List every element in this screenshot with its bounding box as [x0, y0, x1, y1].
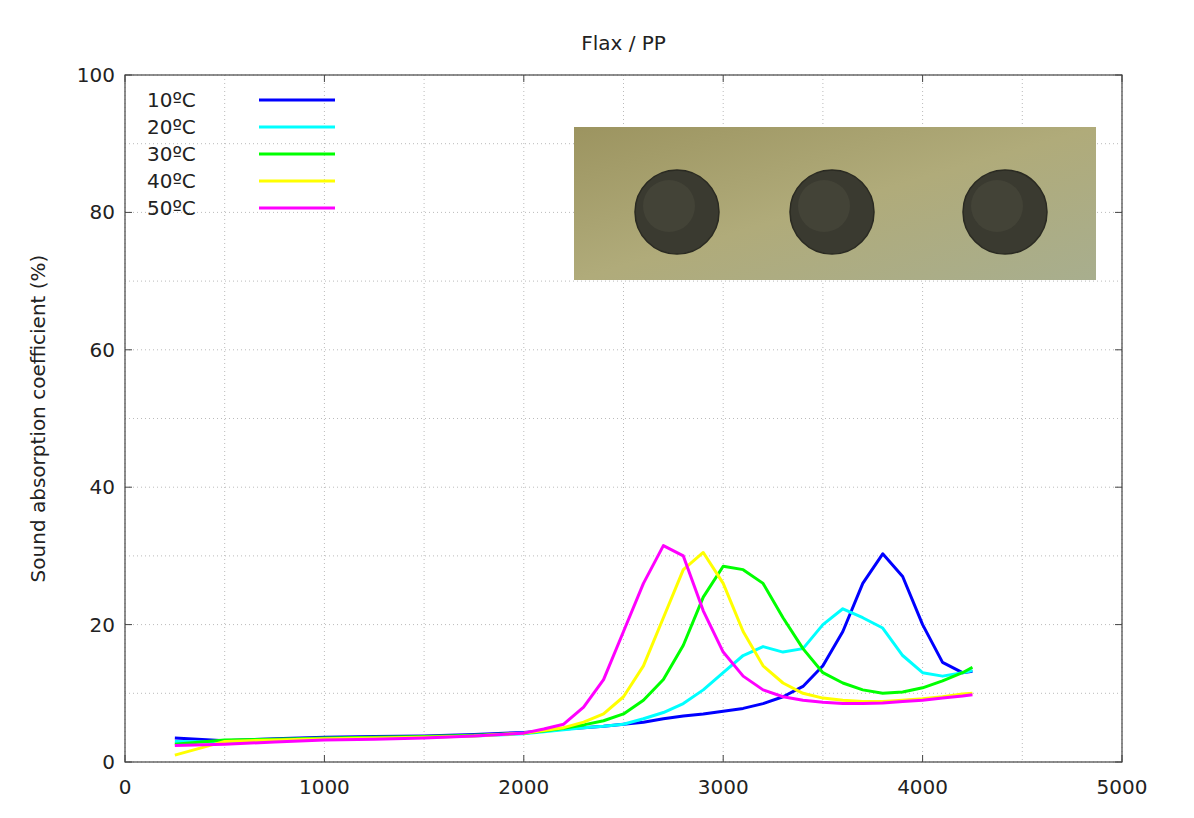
tick-mark [922, 755, 923, 762]
tick-mark [324, 75, 325, 82]
tick-mark [125, 75, 132, 76]
tick-mark [1115, 624, 1122, 625]
tick-mark [1115, 212, 1122, 213]
grid-line [125, 349, 1122, 350]
tick-label: 2000 [498, 775, 549, 799]
sample-disc [963, 170, 1047, 254]
inset-photo [574, 127, 1096, 280]
tick-label: 4000 [897, 775, 948, 799]
legend-swatch [259, 180, 335, 183]
ticks: 0 1000 2000 3000 4000 5000 0 20 40 60 80 100 [77, 63, 1148, 799]
tick-mark [1115, 487, 1122, 488]
tick-mark [1115, 762, 1122, 763]
tick-mark [922, 75, 923, 82]
minor-grid-line [125, 418, 1122, 419]
tick-mark [324, 755, 325, 762]
tick-mark [523, 755, 524, 762]
tick-mark [1115, 75, 1122, 76]
legend-swatch [259, 207, 335, 210]
sample-disc [790, 170, 874, 254]
series-lines [175, 546, 973, 756]
tick-label: 100 [77, 63, 115, 87]
tick-mark [125, 762, 132, 763]
series-line [175, 609, 973, 742]
photo-background [574, 127, 1096, 280]
tick-mark [125, 624, 132, 625]
legend-swatch [259, 99, 335, 102]
tick-mark [125, 212, 132, 213]
tick-label: 5000 [1097, 775, 1148, 799]
series-line [175, 554, 973, 741]
tick-mark [1115, 349, 1122, 350]
minor-grid-line [424, 75, 425, 762]
tick-mark [125, 755, 126, 762]
legend-swatch [259, 153, 335, 156]
tick-label: 40 [90, 475, 115, 499]
legend-swatch [259, 126, 335, 129]
legend-label: 10ºC [147, 88, 196, 112]
disc-texture [643, 180, 695, 232]
tick-mark [1122, 75, 1123, 82]
grid-line [125, 624, 1122, 625]
tick-label: 20 [90, 613, 115, 637]
tick-label: 80 [90, 200, 115, 224]
legend-label: 30ºC [147, 142, 196, 166]
legend-label: 50ºC [147, 196, 196, 220]
tick-mark [125, 487, 132, 488]
grid [125, 75, 1122, 762]
tick-label: 0 [102, 750, 115, 774]
grid-line [125, 487, 1122, 488]
chart: Flax / PP Sound absorption coefficient (%… [0, 0, 1194, 818]
title: Flax / PP [581, 31, 666, 55]
minor-grid-line [125, 281, 1122, 282]
disc-texture [971, 180, 1023, 232]
tick-mark [125, 349, 132, 350]
y-axis-title: Sound absorption coefficient (%) [26, 255, 50, 583]
plot-frame [125, 75, 1122, 762]
series-line [175, 546, 973, 746]
tick-label: 3000 [698, 775, 749, 799]
series-line [175, 552, 973, 755]
tick-label: 0 [119, 775, 132, 799]
tick-mark [723, 75, 724, 82]
legend: 10ºC 20ºC 30ºC 40ºC 50ºC [147, 88, 335, 220]
minor-grid-line [125, 555, 1122, 556]
tick-mark [1122, 755, 1123, 762]
disc-texture [798, 180, 850, 232]
legend-label: 40ºC [147, 169, 196, 193]
tick-mark [723, 755, 724, 762]
grid-line [324, 75, 325, 762]
tick-mark [523, 75, 524, 82]
legend-label: 20ºC [147, 115, 196, 139]
grid-line [523, 75, 524, 762]
tick-mark [125, 75, 126, 82]
sample-disc [635, 170, 719, 254]
tick-label: 60 [90, 338, 115, 362]
tick-label: 1000 [299, 775, 350, 799]
